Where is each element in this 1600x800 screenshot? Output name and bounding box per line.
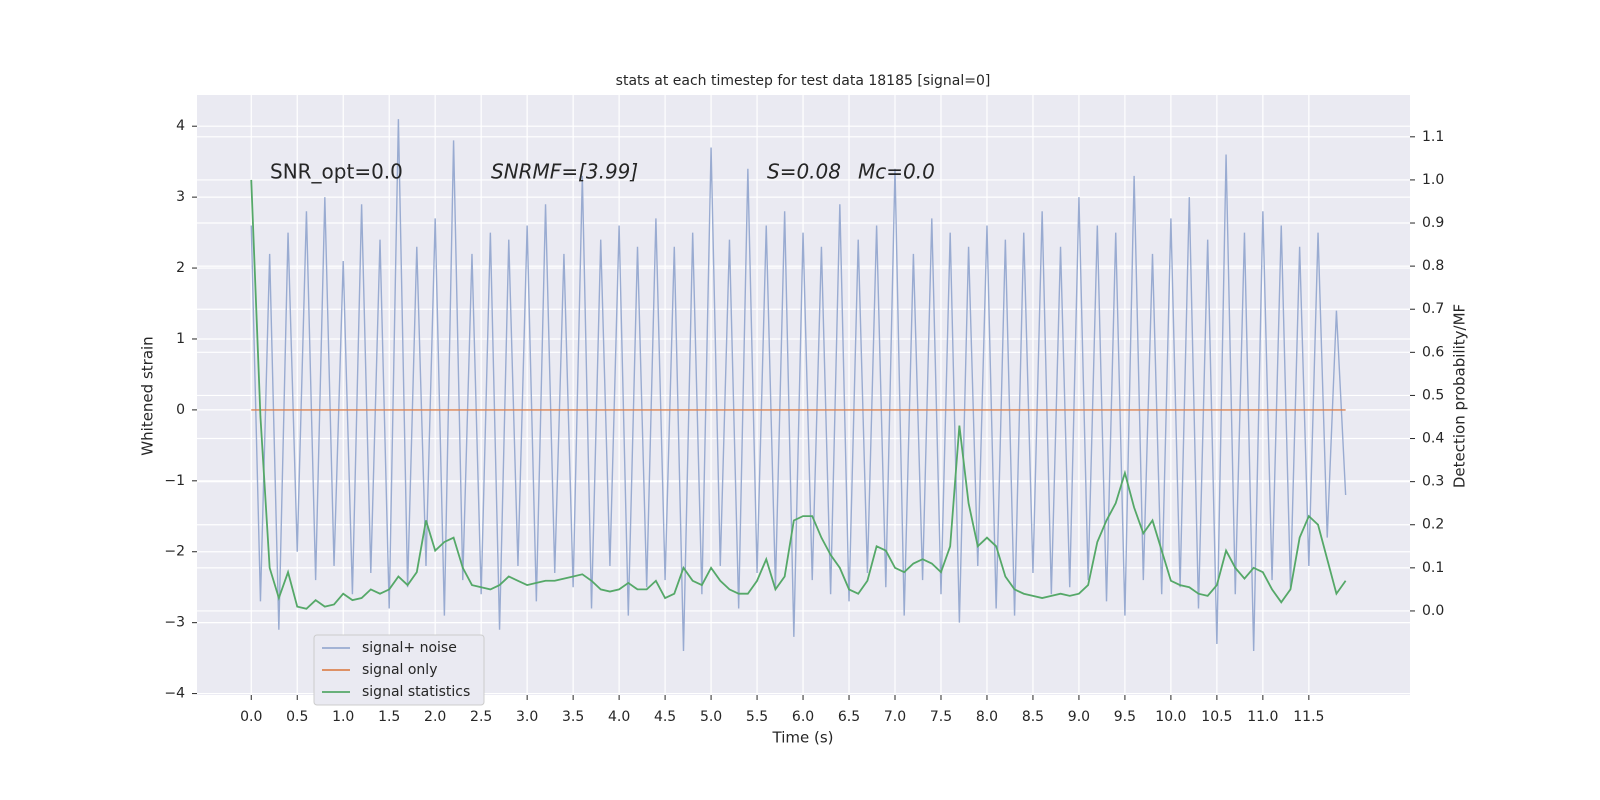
y2-tick-label: 0.9 [1422, 215, 1444, 231]
y-tick-label: 1 [176, 331, 185, 347]
y-tick-label: −3 [164, 615, 185, 631]
x-tick-label: 11.0 [1247, 709, 1278, 725]
x-tick-label: 8.0 [976, 709, 998, 725]
x-tick-label: 2.5 [470, 709, 492, 725]
chart-title: stats at each timestep for test data 181… [616, 73, 991, 89]
y2-tick-label: 0.4 [1422, 431, 1444, 447]
x-tick-label: 6.5 [838, 709, 860, 725]
y2-tick-label: 1.0 [1422, 172, 1444, 188]
legend-label: signal only [362, 662, 437, 678]
legend-label: signal+ noise [362, 640, 457, 656]
y2-tick-label: 1.1 [1422, 129, 1444, 145]
x-tick-label: 3.5 [562, 709, 584, 725]
y2-tick-label: 0.3 [1422, 474, 1444, 490]
x-tick-label: 10.0 [1155, 709, 1186, 725]
y-axis-label: Whitened strain [139, 336, 157, 455]
annotation: SNRMF=[3.99] [491, 160, 638, 184]
x-tick-label: 2.0 [424, 709, 446, 725]
x-tick-label: 5.5 [746, 709, 768, 725]
y-tick-label: −4 [164, 686, 185, 702]
y2-axis-label: Detection probability/MF [1451, 304, 1469, 488]
x-tick-label: 8.5 [1022, 709, 1044, 725]
x-tick-label: 0.5 [286, 709, 308, 725]
y-tick-label: 3 [176, 189, 185, 205]
y-tick-label: 2 [176, 260, 185, 276]
annotation: Mc=0.0 [858, 160, 935, 184]
x-tick-label: 0.0 [240, 709, 262, 725]
legend-box [313, 634, 485, 706]
y2-tick-label: 0.6 [1422, 344, 1444, 360]
y2-tick-label: 0.8 [1422, 258, 1444, 274]
y2-tick-label: 0.1 [1422, 560, 1444, 576]
series-line [250, 179, 1347, 610]
x-tick-label: 1.5 [378, 709, 400, 725]
x-tick-label: 7.0 [884, 709, 906, 725]
x-tick-label: 7.5 [930, 709, 952, 725]
x-tick-label: 9.5 [1114, 709, 1136, 725]
y-tick-label: 4 [176, 118, 185, 134]
y2-tick-label: 0.2 [1422, 517, 1444, 533]
x-tick-label: 5.0 [700, 709, 722, 725]
y2-tick-label: 0.0 [1422, 603, 1444, 619]
annotation: S=0.08 [767, 160, 841, 184]
series-line [250, 119, 1347, 652]
x-tick-label: 10.5 [1201, 709, 1232, 725]
legend-label: signal statistics [362, 684, 470, 700]
x-tick-label: 1.0 [332, 709, 354, 725]
annotation: SNR_opt=0.0 [270, 160, 403, 184]
x-tick-label: 4.0 [608, 709, 630, 725]
x-tick-label: 9.0 [1068, 709, 1090, 725]
y-tick-label: −2 [164, 544, 185, 560]
x-axis-label: Time (s) [772, 729, 834, 747]
y-tick-label: 0 [176, 402, 185, 418]
x-tick-label: 4.5 [654, 709, 676, 725]
y2-tick-label: 0.7 [1422, 301, 1444, 317]
x-tick-label: 3.0 [516, 709, 538, 725]
x-tick-label: 11.5 [1293, 709, 1324, 725]
x-tick-label: 6.0 [792, 709, 814, 725]
y2-tick-label: 0.5 [1422, 387, 1444, 403]
y-tick-label: −1 [164, 473, 185, 489]
